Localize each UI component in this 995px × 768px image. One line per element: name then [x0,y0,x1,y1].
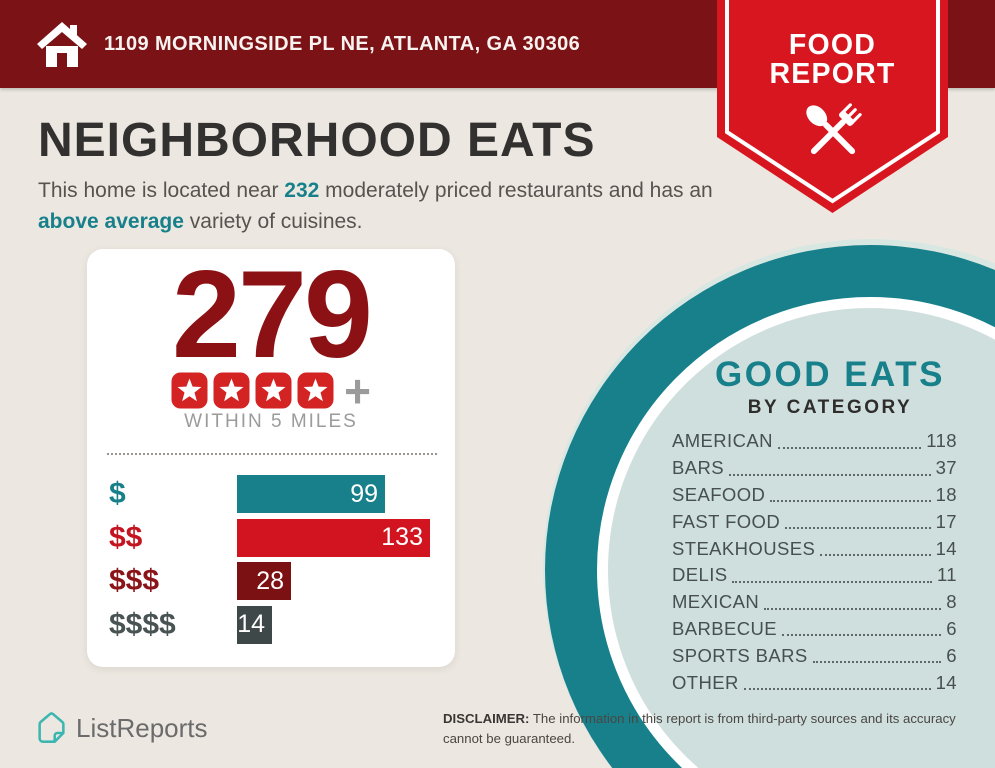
category-label: BARS [672,457,724,479]
category-count: 6 [946,644,957,666]
category-label: BARBECUE [672,617,777,639]
spoon-fork-icon [806,103,862,155]
variety-rating: above average [38,209,184,233]
category-count: 17 [935,510,957,532]
dot-leader [743,687,931,690]
list-item: SEAFOOD 18 [672,482,957,509]
plus-icon: + [344,364,371,417]
disclaimer-label: DISCLAIMER: [443,711,530,726]
price-bar-label: $$$$ [109,607,176,641]
dot-leader [728,473,931,476]
category-label: DELIS [672,564,728,586]
radius-label: WITHIN 5 MILES [184,411,358,432]
price-bar-row: $$$ 28 [87,562,455,600]
price-tier-chart: $ 99 $$ 133 $$$ 28 $$$$ 14 [87,475,455,644]
list-item: MEXICAN 8 [672,589,957,616]
page-title: NEIGHBORHOOD EATS [38,114,596,167]
category-label: SPORTS BARS [672,644,808,666]
price-bar-value: 99 [350,479,378,508]
yelp-star-icon [171,372,208,409]
category-count: 37 [935,457,957,479]
lead-before: This home is located near [38,179,285,203]
good-eats-list: AMERICAN 118 BARS 37 SEAFOOD 18 FAST FOOD 17… [672,428,957,696]
category-label: FAST FOOD [672,510,781,532]
price-bar-value: 28 [256,566,284,595]
dot-leader [732,580,932,583]
dot-leader [785,527,931,530]
price-bar-label: $$ [109,520,143,554]
category-count: 118 [926,430,957,452]
food-report-ribbon: FOOD REPORT [717,0,948,214]
good-eats-heading: GOOD EATS BY CATEGORY [655,355,995,419]
price-bar: 28 [237,562,291,600]
list-item: SPORTS BARS 6 [672,642,957,669]
dot-leader [770,500,931,503]
category-label: AMERICAN [672,430,773,452]
disclaimer-text: The information in this report is from t… [443,711,956,746]
list-item: OTHER 14 [672,669,957,696]
category-count: 18 [935,483,957,505]
list-item: BARBECUE 6 [672,616,957,643]
category-count: 6 [946,617,957,639]
price-bar-row: $ 99 [87,475,455,513]
good-eats-subtitle: BY CATEGORY [747,396,913,418]
yelp-star-icon [213,372,250,409]
lead-middle: moderately priced restaurants and has an [319,179,713,203]
list-item: BARS 37 [672,455,957,482]
intro-lead: This home is located near 232 moderately… [38,176,718,237]
dotted-divider [107,453,437,455]
price-bar: 14 [237,605,272,644]
list-item: STEAKHOUSES 14 [672,535,957,562]
ribbon-title-line1: FOOD [788,29,877,61]
ribbon-shape [717,0,948,213]
price-bar-label: $$$ [109,564,160,597]
dot-leader [764,607,942,610]
list-item: DELIS 11 [672,562,957,589]
price-bar-row: $$ 133 [87,518,455,557]
intro-section: NEIGHBORHOOD EATS This home is located n… [38,114,728,237]
dot-leader [812,661,942,664]
property-address: 1109 MORNINGSIDE PL NE, ATLANTA, GA 3030… [104,32,581,55]
dot-leader [777,446,922,449]
category-label: OTHER [672,671,739,693]
total-restaurant-count: 279 [172,246,373,384]
yelp-star-icon [255,372,292,409]
category-count: 14 [935,537,957,559]
dot-leader [781,634,942,637]
good-eats-title: GOOD EATS [715,355,945,394]
lead-after: variety of cuisines. [183,209,363,233]
price-bar-value: 14 [237,610,265,638]
brand-name: ListReports [76,712,208,743]
list-item: AMERICAN 118 [672,428,957,455]
ribbon-title-line2: REPORT [769,58,896,90]
price-bar-value: 133 [381,523,423,551]
restaurant-summary-card: 279 + WITHIN 5 MILES $ 99 [87,249,455,667]
listreports-house-icon [38,712,65,743]
restaurant-count: 232 [284,179,320,203]
list-item: FAST FOOD 17 [672,508,957,535]
category-count: 8 [946,591,957,613]
yelp-star-icon [297,372,334,409]
price-bar-row: $$$$ 14 [87,605,455,644]
price-bar: 133 [237,518,430,557]
listreports-logo: ListReports [36,710,208,746]
category-label: STEAKHOUSES [672,537,816,559]
category-count: 14 [935,671,957,693]
home-icon [37,21,87,67]
category-label: SEAFOOD [672,483,766,505]
disclaimer: DISCLAIMER: The information in this repo… [443,709,968,749]
dot-leader [820,553,931,556]
category-count: 11 [936,564,957,586]
price-bar-label: $ [109,477,126,510]
price-bar: 99 [237,475,385,513]
star-rating: + [87,364,455,417]
category-label: MEXICAN [672,591,760,613]
